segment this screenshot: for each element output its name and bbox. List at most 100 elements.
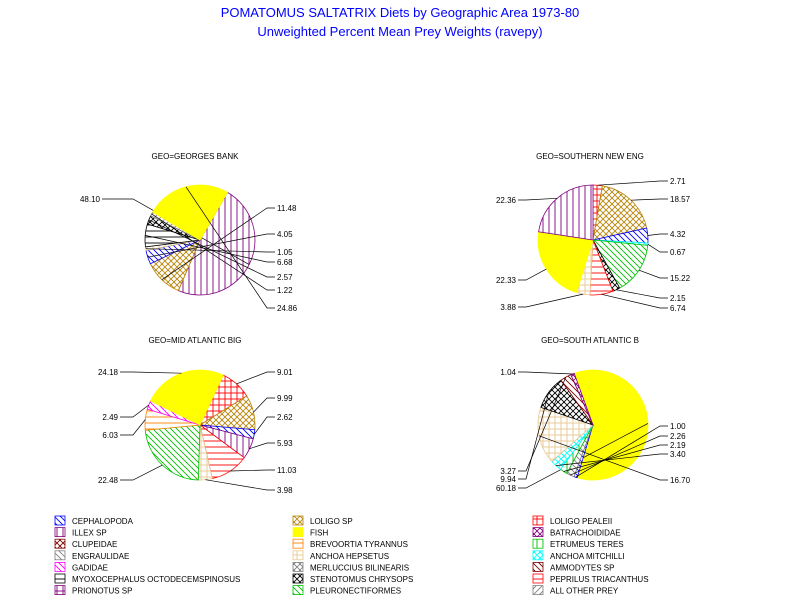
legend-item-ammodytes-sp: AMMODYTES SP — [532, 562, 614, 572]
legend-swatch — [54, 538, 66, 549]
legend-swatch — [532, 527, 544, 537]
slice-label: 22.33 — [496, 276, 517, 285]
legend-swatch — [54, 562, 66, 572]
leader-line — [638, 269, 668, 279]
legend-item-loligo-pealeii: LOLIGO PEALEII — [532, 515, 612, 526]
leader-line — [518, 371, 573, 375]
legend-swatch — [292, 573, 304, 584]
slice-label: 6.03 — [102, 431, 118, 440]
leader-line — [185, 186, 275, 309]
legend-item-fish: FISH — [292, 527, 328, 538]
leader-line — [518, 423, 649, 489]
slice-label: 18.57 — [670, 195, 691, 204]
leader-line — [253, 416, 275, 435]
leader-line — [616, 289, 668, 299]
leader-line — [120, 404, 150, 418]
legend-label: ALL OTHER PREY — [550, 587, 619, 596]
slice-label: 1.04 — [500, 368, 516, 377]
slice-label: 3.40 — [670, 450, 686, 459]
legend-item-engraulidae: ENGRAULIDAE — [54, 550, 129, 561]
pie-charts: GEO=GEORGES BANK 48.10 11.48 4.05 1.056.68 2.… — [80, 152, 691, 495]
pie-geo-south-atlantic-b: GEO=SOUTH ATLANTIC B 60.18 1.002.262.193.4… — [496, 336, 691, 493]
legend-item-clupeidae: CLUPEIDAE — [54, 538, 117, 549]
legend-item-batrachoididae: BATRACHOIDIDAE — [532, 527, 621, 538]
legend-swatch — [292, 527, 304, 537]
legend-swatch — [532, 538, 544, 549]
legend-swatch — [54, 527, 66, 537]
legend-item-prionotus-sp: PRIONOTUS SP — [54, 585, 132, 596]
legend-label: ETRUMEUS TERES — [550, 540, 624, 549]
legend: CEPHALOPODA ILLEX SP CLUPEIDAE ENGRAULIDAE G… — [54, 515, 649, 596]
legend-swatch — [292, 515, 304, 526]
legend-label: LOLIGO PEALEII — [550, 517, 612, 526]
pie-slice-pleuronectiformes — [592, 239, 649, 289]
legend-swatch — [532, 585, 544, 595]
chart-subtitle: Unweighted Percent Mean Prey Weights (ra… — [257, 24, 542, 39]
leader-line — [230, 469, 275, 472]
legend-swatch — [54, 515, 66, 526]
pie-slice-pleuronectiformes — [144, 424, 201, 481]
legend-swatch — [54, 585, 66, 595]
slice-label: 5.93 — [277, 439, 293, 448]
slice-label: 2.26 — [670, 432, 686, 441]
slice-label: 22.48 — [98, 476, 119, 485]
slice-label: 9.94 — [500, 475, 516, 484]
legend-item-all-other-prey: ALL OTHER PREY — [532, 585, 619, 596]
leader-line — [102, 198, 250, 265]
legend-label: PLEURONECTIFORMES — [310, 587, 401, 596]
slice-label: 2.49 — [102, 413, 118, 422]
slice-label: 2.71 — [670, 177, 686, 186]
leader-line — [518, 268, 547, 281]
pie-title: GEO=GEORGES BANK — [152, 152, 240, 161]
pie-geo-georges-bank: GEO=GEORGES BANK 48.10 11.48 4.05 1.056.68 2.… — [80, 152, 298, 313]
leader-line — [597, 180, 668, 186]
legend-label: ILLEX SP — [72, 529, 107, 538]
legend-swatch — [532, 515, 544, 526]
legend-label: GADIDAE — [72, 563, 108, 572]
leader-line — [120, 419, 146, 436]
slice-label: 22.36 — [496, 196, 517, 205]
slice-label: 2.62 — [277, 413, 293, 422]
pie-geo-mid-atlantic-big: GEO=MID ATLANTIC BIG 9.01 9.99 2.62 5.93 11.0… — [98, 336, 297, 495]
leader-line — [120, 371, 182, 374]
legend-item-anchoa-mitchilli: ANCHOA MITCHILLI — [532, 550, 625, 561]
legend-label: CLUPEIDAE — [72, 540, 117, 549]
slice-label: 24.86 — [277, 304, 298, 313]
legend-item-etrumeus-teres: ETRUMEUS TERES — [532, 538, 624, 549]
leader-line — [249, 442, 275, 450]
leader-line — [570, 435, 668, 476]
slice-label: 11.03 — [277, 466, 297, 475]
pie-slice-loligo-sp — [592, 185, 648, 241]
legend-item-cephalopoda: CEPHALOPODA — [54, 515, 134, 526]
leader-line — [253, 397, 275, 413]
chart-title: POMATOMUS SALTATRIX Diets by Geographic … — [221, 5, 580, 20]
legend-item-anchoa-hepsetus: ANCHOA HEPSETUS — [292, 550, 389, 561]
slice-label: 3.88 — [500, 303, 516, 312]
legend-item-gadidae: GADIDAE — [54, 562, 108, 572]
slice-label: 15.22 — [670, 274, 691, 283]
leader-line — [518, 197, 558, 201]
legend-label: BATRACHOIDIDAE — [550, 529, 621, 538]
slice-label: 2.15 — [670, 294, 686, 303]
legend-label: STENOTOMUS CHRYSOPS — [310, 575, 413, 584]
legend-item-merluccius-bilinearis: MERLUCCIUS BILINEARIS — [292, 562, 409, 572]
leader-line — [563, 444, 668, 472]
legend-label: LOLIGO SP — [310, 517, 353, 526]
legend-item-loligo-sp: LOLIGO SP — [292, 515, 353, 526]
leader-line — [647, 243, 668, 253]
slice-label: 3.27 — [500, 467, 516, 476]
legend-item-pleuronectiformes: PLEURONECTIFORMES — [292, 585, 401, 596]
leader-line — [601, 293, 668, 309]
pie-slice-fish — [537, 231, 594, 293]
slice-label: 3.98 — [277, 486, 293, 495]
slice-label: 6.68 — [277, 258, 293, 267]
leader-line — [145, 248, 275, 253]
leader-line — [147, 233, 275, 258]
legend-label: ANCHOA MITCHILLI — [550, 552, 625, 561]
slice-label: 1.22 — [277, 286, 293, 295]
leader-line — [205, 479, 275, 491]
legend-swatch — [54, 550, 66, 561]
leader-line — [120, 464, 163, 481]
leader-line — [518, 392, 550, 480]
